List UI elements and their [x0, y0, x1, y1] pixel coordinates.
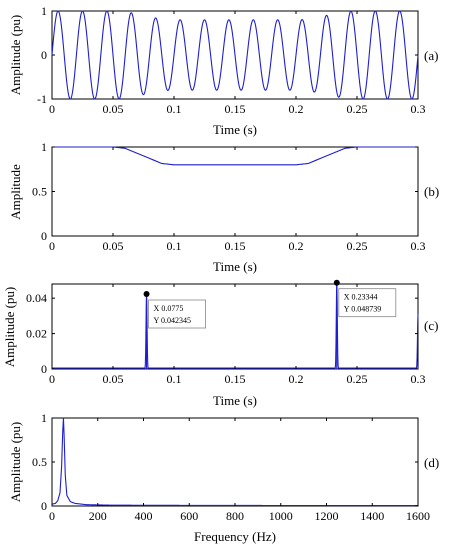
x-tick-label: 600	[180, 509, 198, 523]
y-tick-label: 0	[41, 229, 47, 243]
x-tick-label: 0.15	[225, 102, 246, 116]
x-tick-label: 200	[89, 509, 107, 523]
panel-label: (d)	[424, 455, 439, 470]
x-tick-label: 0.25	[347, 239, 368, 253]
x-tick-label: 0.1	[167, 239, 182, 253]
x-axis-label: Time (s)	[213, 393, 257, 408]
datatip-marker[interactable]	[333, 279, 340, 286]
series-line	[51, 10, 419, 100]
x-axis-label: Time (s)	[213, 259, 257, 274]
y-tick-label: 0	[41, 362, 47, 376]
tick-group: 0 0.05 0.1 0.15 0.2 0.25 0.3 0 0.02 0.04	[26, 284, 426, 386]
chart-panel-a: 0 0.05 0.1 0.15 0.2 0.25 0.3-101 Time (s) Ampl…	[8, 4, 438, 137]
tick-group: 0 200 400 600 800 1000 1200 1400 1600 0 0.5 1	[32, 411, 430, 523]
datatip-marker[interactable]	[143, 291, 150, 298]
x-tick-label: 0.3	[411, 102, 426, 116]
y-axis-label: Amplitude (pu)	[8, 422, 23, 503]
y-axis-label: Amplitude (pu)	[2, 287, 17, 368]
y-tick-label: 1	[41, 411, 47, 425]
y-tick-label: 0.02	[26, 327, 47, 341]
y-tick-label: 0	[41, 499, 47, 513]
datatip-y: Y 0.048739	[344, 305, 381, 314]
y-tick-label: 0.5	[32, 185, 47, 199]
y-tick-label: 0	[41, 48, 47, 62]
x-tick-label: 400	[135, 509, 153, 523]
datatip-box	[338, 288, 397, 318]
x-tick-label: 1400	[360, 509, 384, 523]
y-tick-label: 1	[41, 140, 47, 154]
x-tick-label: 0.15	[225, 239, 246, 253]
panel-label: (c)	[424, 318, 438, 333]
datatip-group: X 0.0775 Y 0.042345 X 0.23344 Y 0.048739	[143, 279, 397, 369]
x-tick-label: 0.3	[411, 239, 426, 253]
x-axis-label: Time (s)	[213, 122, 257, 137]
plot-area	[51, 146, 419, 237]
y-axis-label: Amplitude (pu)	[8, 15, 23, 96]
x-tick-label: 0	[49, 239, 55, 253]
x-tick-label: 0.25	[347, 102, 368, 116]
x-tick-label: 0.05	[103, 102, 124, 116]
x-tick-label: 1200	[315, 509, 339, 523]
x-tick-label: 0	[49, 372, 55, 386]
datatip-x: X 0.0775	[154, 304, 184, 313]
y-tick-label: 0.5	[32, 455, 47, 469]
x-tick-label: 0.2	[289, 372, 304, 386]
x-tick-label: 0	[49, 509, 55, 523]
chart-panel-c: 0 0.05 0.1 0.15 0.2 0.25 0.3 0 0.02 0.04 X 0.0775…	[2, 279, 438, 408]
y-tick-label: -1	[37, 92, 47, 106]
x-tick-label: 0.25	[347, 372, 368, 386]
datatip-box	[148, 299, 206, 329]
panel-label: (b)	[424, 184, 439, 199]
y-tick-label: 1	[41, 4, 47, 18]
x-tick-label: 1000	[269, 509, 293, 523]
y-axis-label: Amplitude	[8, 164, 23, 220]
chart-panel-d: 0 200 400 600 800 1000 1200 1400 1600 0 0.5 1 Frequ…	[8, 411, 439, 544]
chart-panel-b: 0 0.05 0.1 0.15 0.2 0.25 0.3 0 0.5 1 Time (s) Amp…	[8, 140, 439, 274]
plot-area	[51, 417, 419, 507]
tick-group: 0 0.05 0.1 0.15 0.2 0.25 0.3-101	[37, 4, 426, 116]
x-tick-label: 0.1	[167, 372, 182, 386]
x-tick-label: 0.05	[103, 239, 124, 253]
y-tick-label: 0.04	[26, 291, 47, 305]
datatip-y: Y 0.042345	[154, 316, 191, 325]
x-axis-label: Frequency (Hz)	[194, 529, 276, 544]
series-line	[51, 417, 418, 507]
datatip-x: X 0.23344	[344, 293, 378, 302]
x-tick-label: 0.3	[411, 372, 426, 386]
tick-group: 0 0.05 0.1 0.15 0.2 0.25 0.3 0 0.5 1	[32, 140, 426, 253]
x-tick-label: 800	[226, 509, 244, 523]
x-tick-label: 0.1	[167, 102, 182, 116]
x-tick-label: 0.2	[289, 102, 304, 116]
x-tick-label: 0.2	[289, 239, 304, 253]
x-tick-label: 1600	[406, 509, 430, 523]
x-tick-label: 0.15	[225, 372, 246, 386]
x-tick-label: 0	[49, 102, 55, 116]
panel-label: (a)	[424, 48, 438, 63]
x-tick-label: 0.05	[103, 372, 124, 386]
